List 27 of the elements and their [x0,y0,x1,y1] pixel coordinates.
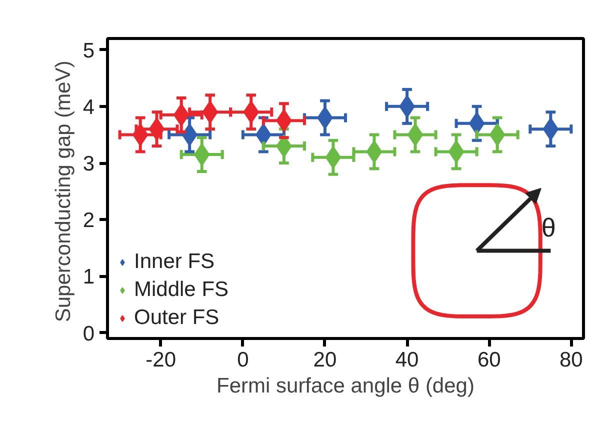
y-tick-label: 5 [82,39,95,62]
y-tick-label: 0 [82,322,95,346]
point [325,146,342,169]
point [366,140,382,164]
legend-label: Inner FS [134,250,215,274]
x-tick-label: -20 [146,348,176,372]
point [407,123,424,146]
x-axis-title: Fermi surface angle θ (deg) [216,374,474,398]
legend-label: Outer FS [134,306,220,330]
y-tick-label: 3 [82,152,95,176]
point [148,118,165,141]
y-tick-label: 2 [82,209,95,232]
x-tick-label: 80 [560,348,583,372]
x-tick-label: 0 [237,348,249,372]
point [448,140,464,164]
legend-label: Middle FS [134,278,229,302]
y-tick-label: 4 [82,96,95,119]
point [132,123,148,146]
annotation: θ [541,212,556,243]
x-tick-label: 40 [395,348,419,372]
point [468,112,485,135]
x-tick-label: 60 [477,348,501,372]
point [489,123,506,146]
point [542,118,559,141]
y-axis-title: Superconducting gap (meV) [52,60,75,322]
x-tick-label: 20 [313,348,337,372]
y-tick-label: 1 [82,266,95,289]
